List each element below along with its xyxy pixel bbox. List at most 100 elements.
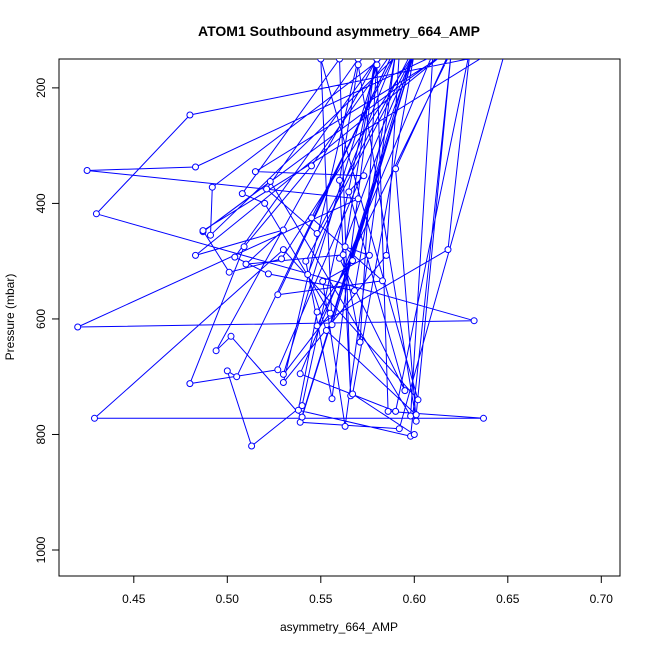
data-point (263, 185, 271, 193)
data-point (407, 412, 415, 420)
plot-frame (58, 58, 621, 577)
data-point (444, 246, 452, 254)
data-point (360, 172, 368, 180)
data-point (279, 370, 287, 378)
data-point (505, 39, 511, 45)
data-point (328, 321, 336, 329)
x-axis: 0.45 0.50 0.55 0.60 0.65 0.70 (122, 575, 614, 606)
data-point (374, 44, 380, 50)
data-point (393, 44, 399, 50)
data-point (414, 396, 422, 404)
y-axis: 200 400 600 800 1000 (34, 78, 60, 563)
data-point (298, 402, 306, 410)
data-point (411, 50, 417, 56)
data-point (336, 59, 343, 63)
data-point (242, 260, 250, 268)
chart-title: ATOM1 Southbound asymmetry_664_AMP (198, 23, 480, 39)
data-point (365, 251, 373, 259)
data-point (393, 44, 399, 50)
data-point (294, 406, 302, 414)
data-point (319, 277, 327, 285)
x-tick-label: 0.70 (590, 592, 614, 606)
data-point (304, 271, 312, 278)
data-point (339, 251, 347, 259)
data-point (411, 50, 417, 56)
data-point (449, 44, 455, 50)
data-point (251, 168, 259, 176)
x-axis-label: asymmetry_664_AMP (280, 620, 398, 634)
data-point (396, 50, 402, 56)
data-point (199, 227, 207, 235)
data-point (341, 422, 349, 430)
data-point (264, 270, 272, 278)
data-point (373, 61, 381, 69)
data-point (233, 373, 241, 381)
data-point (302, 257, 310, 265)
data-point (411, 44, 417, 50)
data-point (261, 199, 269, 207)
data-point (192, 251, 199, 259)
y-tick-label: 400 (34, 193, 48, 213)
data-point (395, 425, 403, 433)
data-point (308, 214, 315, 222)
data-point (313, 322, 321, 330)
data-point (580, 33, 586, 39)
data-point (336, 176, 343, 184)
data-point (379, 277, 386, 285)
data-point (322, 327, 330, 334)
data-point (92, 210, 100, 218)
data-point (411, 50, 417, 56)
data-point (231, 253, 239, 261)
data-point (354, 59, 362, 63)
data-point (384, 407, 392, 415)
data-point (393, 50, 399, 56)
data-point (382, 251, 390, 259)
data-point (354, 195, 362, 203)
data-point (274, 366, 282, 374)
data-point (449, 44, 455, 50)
y-tick-label: 800 (34, 424, 48, 444)
data-point (373, 59, 381, 63)
data-point (326, 309, 334, 317)
data-point (192, 163, 199, 171)
data-point (91, 414, 98, 422)
data-point (248, 442, 256, 450)
data-point (186, 380, 194, 388)
data-point (279, 246, 287, 254)
data-point (207, 231, 214, 239)
data-point (354, 61, 362, 69)
data-point (317, 59, 325, 63)
x-tick-label: 0.65 (496, 592, 520, 606)
data-point (412, 417, 420, 425)
data-point (467, 44, 473, 50)
data-point (430, 50, 436, 56)
y-tick-label: 200 (34, 78, 48, 98)
data-point (279, 379, 287, 386)
data-point (356, 338, 364, 346)
data-point (351, 287, 358, 295)
data-point (308, 162, 315, 170)
data-point (401, 387, 409, 395)
data-point (410, 431, 418, 438)
series-layer (74, 33, 586, 450)
data-point (313, 230, 321, 237)
x-tick-label: 0.55 (309, 592, 333, 606)
data-point (345, 188, 353, 196)
x-tick-label: 0.45 (122, 592, 146, 606)
data-point (74, 323, 82, 331)
data-point (266, 178, 274, 185)
data-point (412, 411, 420, 419)
data-point (480, 414, 487, 422)
x-tick-label: 0.60 (403, 592, 427, 606)
data-point (208, 183, 216, 191)
data-point (393, 50, 399, 56)
data-point (349, 257, 357, 265)
y-axis-label: Pressure (mbar) (3, 274, 17, 361)
x-tick-label: 0.50 (216, 592, 240, 606)
data-point (349, 390, 357, 398)
data-point (83, 167, 91, 174)
series-line (77, 59, 504, 447)
data-point (225, 268, 233, 276)
y-tick-label: 1000 (34, 536, 48, 563)
